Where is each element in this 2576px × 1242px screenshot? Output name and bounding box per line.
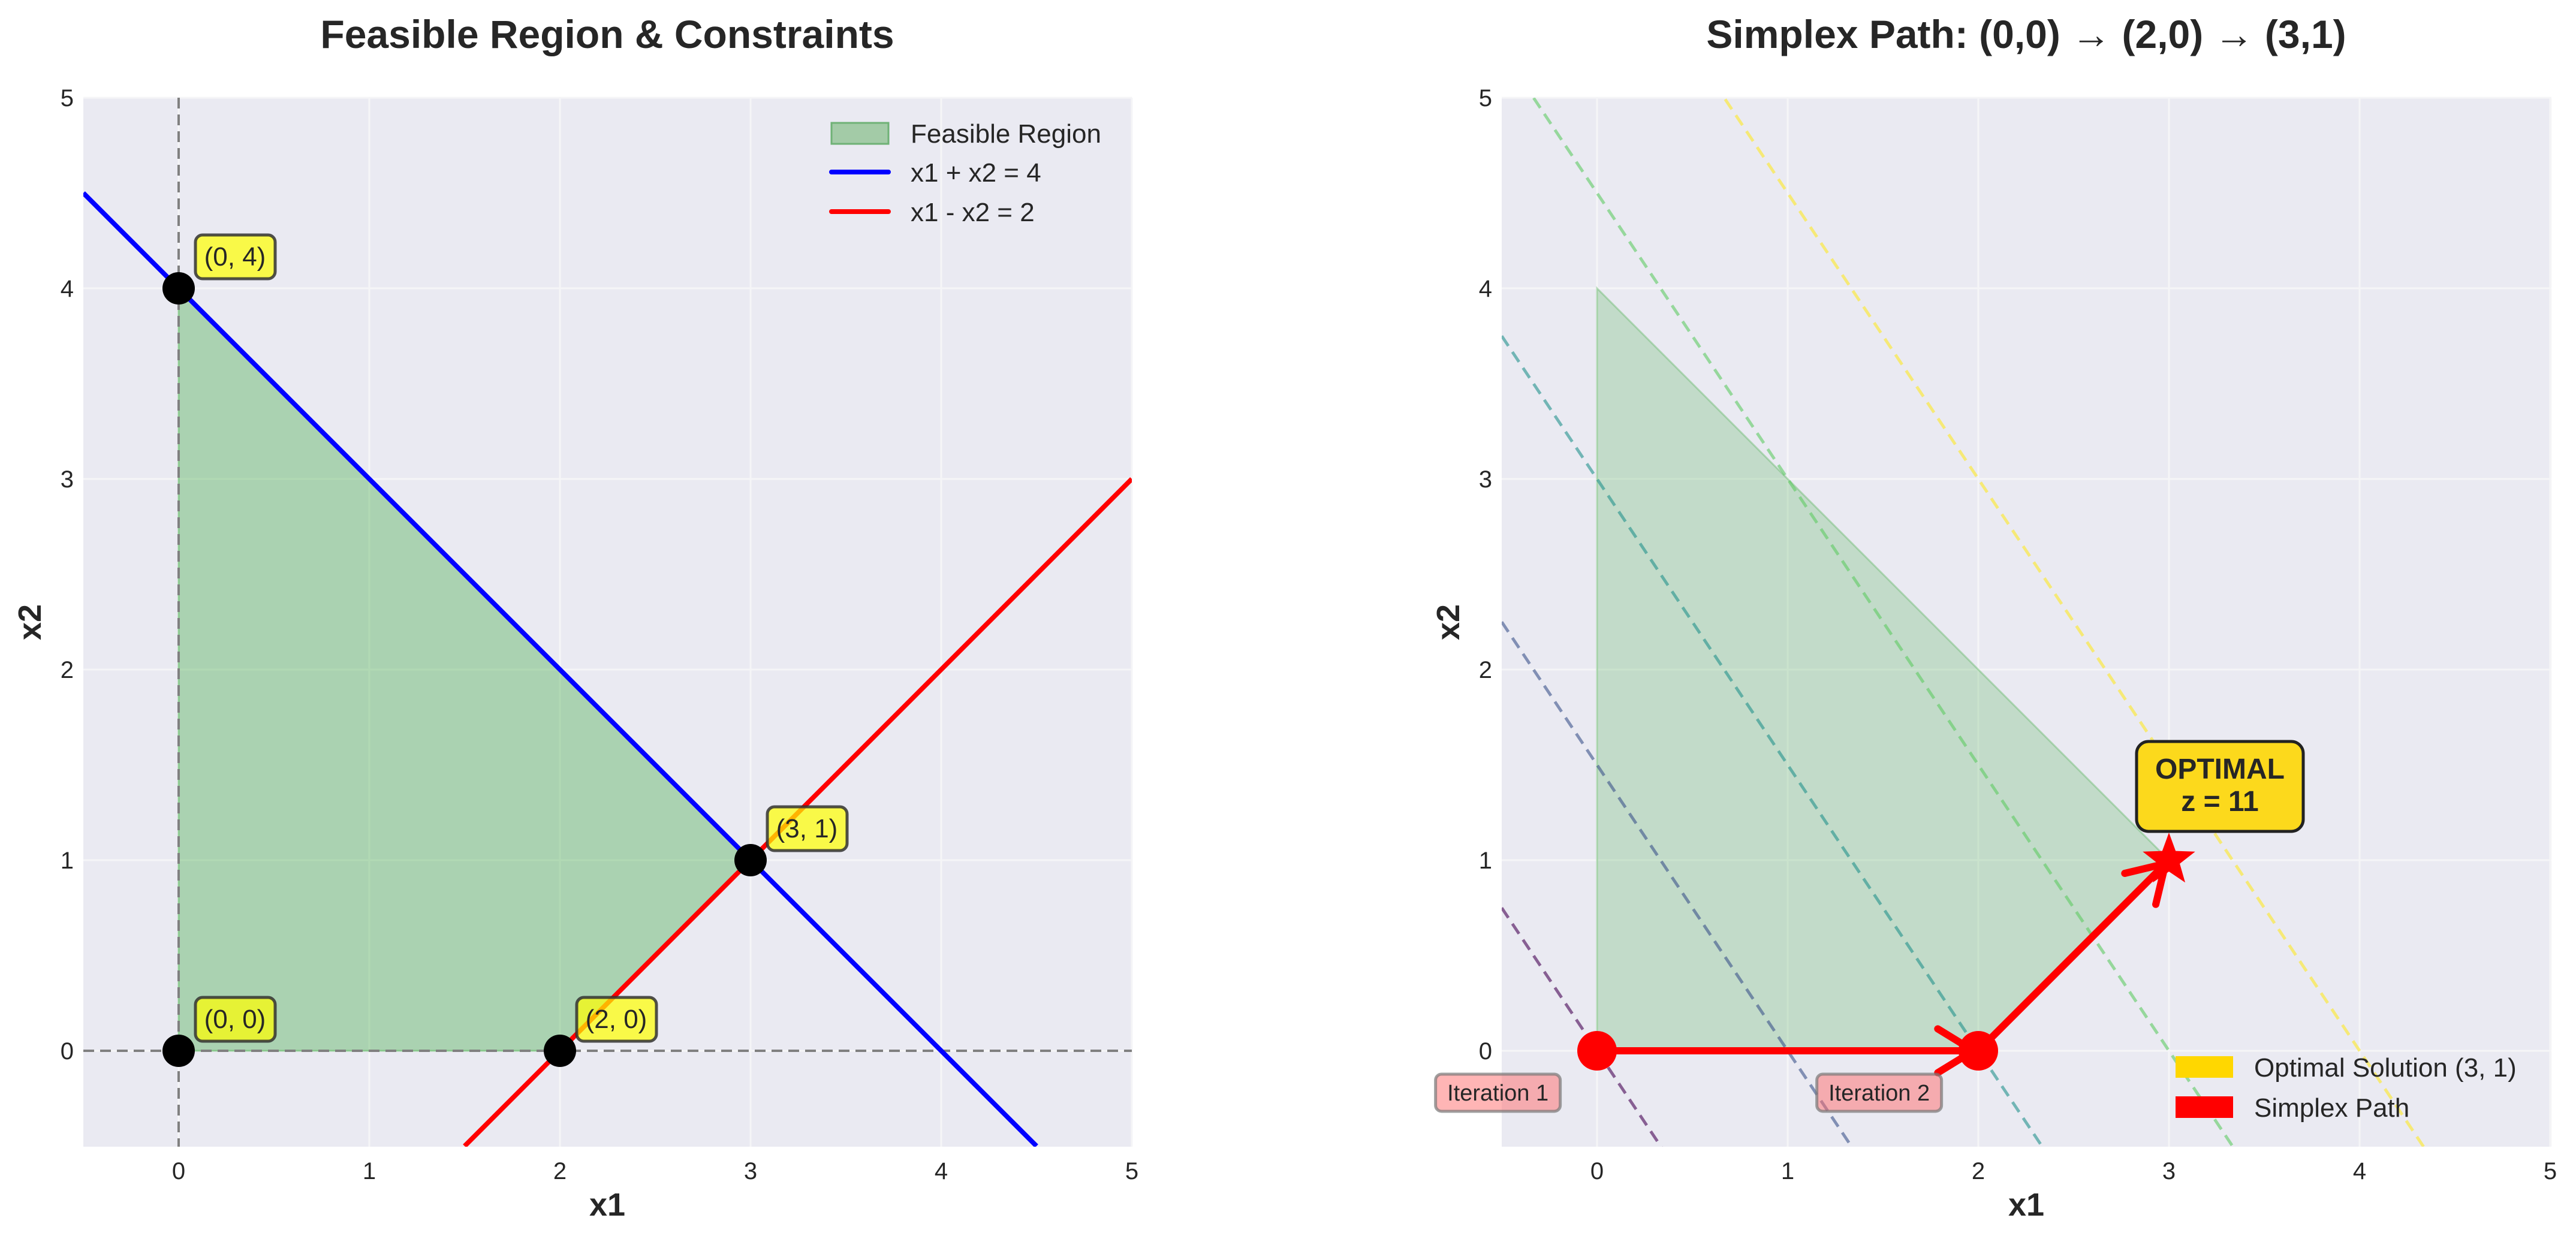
x-axis-label: x1: [2008, 1187, 2044, 1223]
tick-labels: 0 1 2 3 4 5 0 1 2 3 4 5: [1479, 85, 2557, 1184]
y-tick-label: 2: [61, 657, 74, 683]
vertex-label: (0, 0): [194, 996, 277, 1043]
svg-text:Optimal Solution (3, 1): Optimal Solution (3, 1): [2254, 1053, 2517, 1083]
legend-item: Feasible Region: [830, 119, 1101, 149]
legend-item: x1 - x2 = 2: [829, 198, 1035, 227]
x-tick-label: 5: [2544, 1158, 2557, 1184]
x-tick-label: 2: [553, 1158, 567, 1184]
vertex-label: (2, 0): [575, 996, 658, 1043]
objective-contour-line: [1722, 98, 2426, 1147]
x-tick-label: 4: [2353, 1158, 2366, 1184]
svg-text:x1 + x2 = 4: x1 + x2 = 4: [911, 158, 1041, 188]
x-tick-label: 5: [1125, 1158, 1138, 1184]
y-tick-label: 4: [1479, 276, 1492, 302]
vertex-label: (0, 4): [194, 233, 277, 281]
legend-item: Simplex Path: [2176, 1093, 2409, 1123]
optimal-star-icon: [2143, 833, 2195, 883]
svg-text:(2, 0): (2, 0): [586, 1005, 647, 1034]
x-tick-label: 4: [935, 1158, 948, 1184]
y-tick-label: 3: [61, 466, 74, 493]
grid: [83, 97, 1133, 1147]
x-axis-label: x1: [589, 1187, 625, 1223]
tick-labels: 0 1 2 3 4 5 0 1 2 3 4 5: [61, 85, 1138, 1184]
svg-text:(0, 4): (0, 4): [204, 242, 266, 272]
svg-text:Simplex Path: Simplex Path: [2254, 1093, 2409, 1123]
legend-item: Optimal Solution (3, 1): [2176, 1053, 2517, 1083]
iteration-labels: Iteration 1 Iteration 2: [1434, 1072, 1944, 1113]
y-tick-label: 0: [1479, 1038, 1492, 1065]
simplex-path-chart: Simplex Path: (0,0) → (2,0) → (3,1) 0 1 2 3…: [1430, 12, 2557, 1223]
objective-contour-line: [1531, 98, 2235, 1147]
y-tick-label: 4: [61, 276, 74, 302]
x-tick-label: 2: [1972, 1158, 1985, 1184]
optimal-value: z = 11: [2181, 786, 2258, 818]
x-tick-label: 1: [363, 1158, 376, 1184]
simplex-path: [1577, 833, 2195, 1077]
vertex-markers: (0, 4) (0, 0) (2, 0) (3, 1): [162, 233, 849, 1067]
y-tick-label: 2: [1479, 657, 1492, 683]
svg-text:(3, 1): (3, 1): [776, 814, 838, 843]
y-tick-label: 0: [61, 1038, 74, 1065]
legend: Feasible Region x1 + x2 = 4 x1 - x2 = 2: [829, 119, 1101, 227]
vertex-marker: [734, 844, 767, 876]
y-tick-label: 1: [61, 848, 74, 874]
y-axis-label: x2: [12, 604, 48, 640]
constraint-line: [83, 191, 1038, 1147]
path-segment: [1975, 857, 2173, 1054]
iteration-label: Iteration 2: [1815, 1072, 1944, 1113]
vertex-marker: [162, 1035, 195, 1067]
x-tick-label: 3: [2162, 1158, 2176, 1184]
path-vertex-marker: [1577, 1031, 1617, 1071]
svg-text:x1 - x2 = 2: x1 - x2 = 2: [911, 198, 1035, 227]
grid: [1502, 97, 2551, 1147]
iteration-label: Iteration 1: [1434, 1072, 1562, 1113]
y-tick-label: 1: [1479, 848, 1492, 874]
path-vertex-marker: [1959, 1031, 1998, 1071]
vertex-marker: [162, 272, 195, 305]
legend: Optimal Solution (3, 1) Simplex Path: [2176, 1053, 2517, 1123]
plot-area: [1502, 98, 2551, 1147]
svg-text:Iteration 2: Iteration 2: [1828, 1081, 1930, 1106]
chart-title: Feasible Region & Constraints: [320, 12, 894, 56]
objective-contours: [1502, 98, 2426, 1147]
optimal-label: OPTIMAL: [2155, 753, 2285, 785]
objective-contour-line: [1502, 335, 2044, 1147]
y-tick-label: 5: [61, 85, 74, 111]
svg-text:Feasible Region: Feasible Region: [911, 119, 1101, 149]
x-tick-label: 3: [744, 1158, 757, 1184]
x-tick-label: 0: [172, 1158, 185, 1184]
x-tick-label: 1: [1781, 1158, 1794, 1184]
y-tick-label: 5: [1479, 85, 1492, 111]
svg-text:(0, 0): (0, 0): [204, 1005, 266, 1034]
y-axis-label: x2: [1430, 604, 1466, 640]
feasible-region-chart: Feasible Region & Constraints (0, 4)(0, …: [12, 12, 1138, 1223]
vertex-marker: [544, 1035, 576, 1067]
legend-item: x1 + x2 = 4: [829, 158, 1041, 188]
x-tick-label: 0: [1590, 1158, 1604, 1184]
objective-contour-line: [1502, 621, 1854, 1147]
optimal-box: [2135, 740, 2305, 833]
vertex-label: (3, 1): [766, 805, 849, 852]
chart-title: Simplex Path: (0,0) → (2,0) → (3,1): [1706, 12, 2346, 56]
svg-text:Iteration 1: Iteration 1: [1447, 1081, 1548, 1106]
y-tick-label: 3: [1479, 466, 1492, 493]
